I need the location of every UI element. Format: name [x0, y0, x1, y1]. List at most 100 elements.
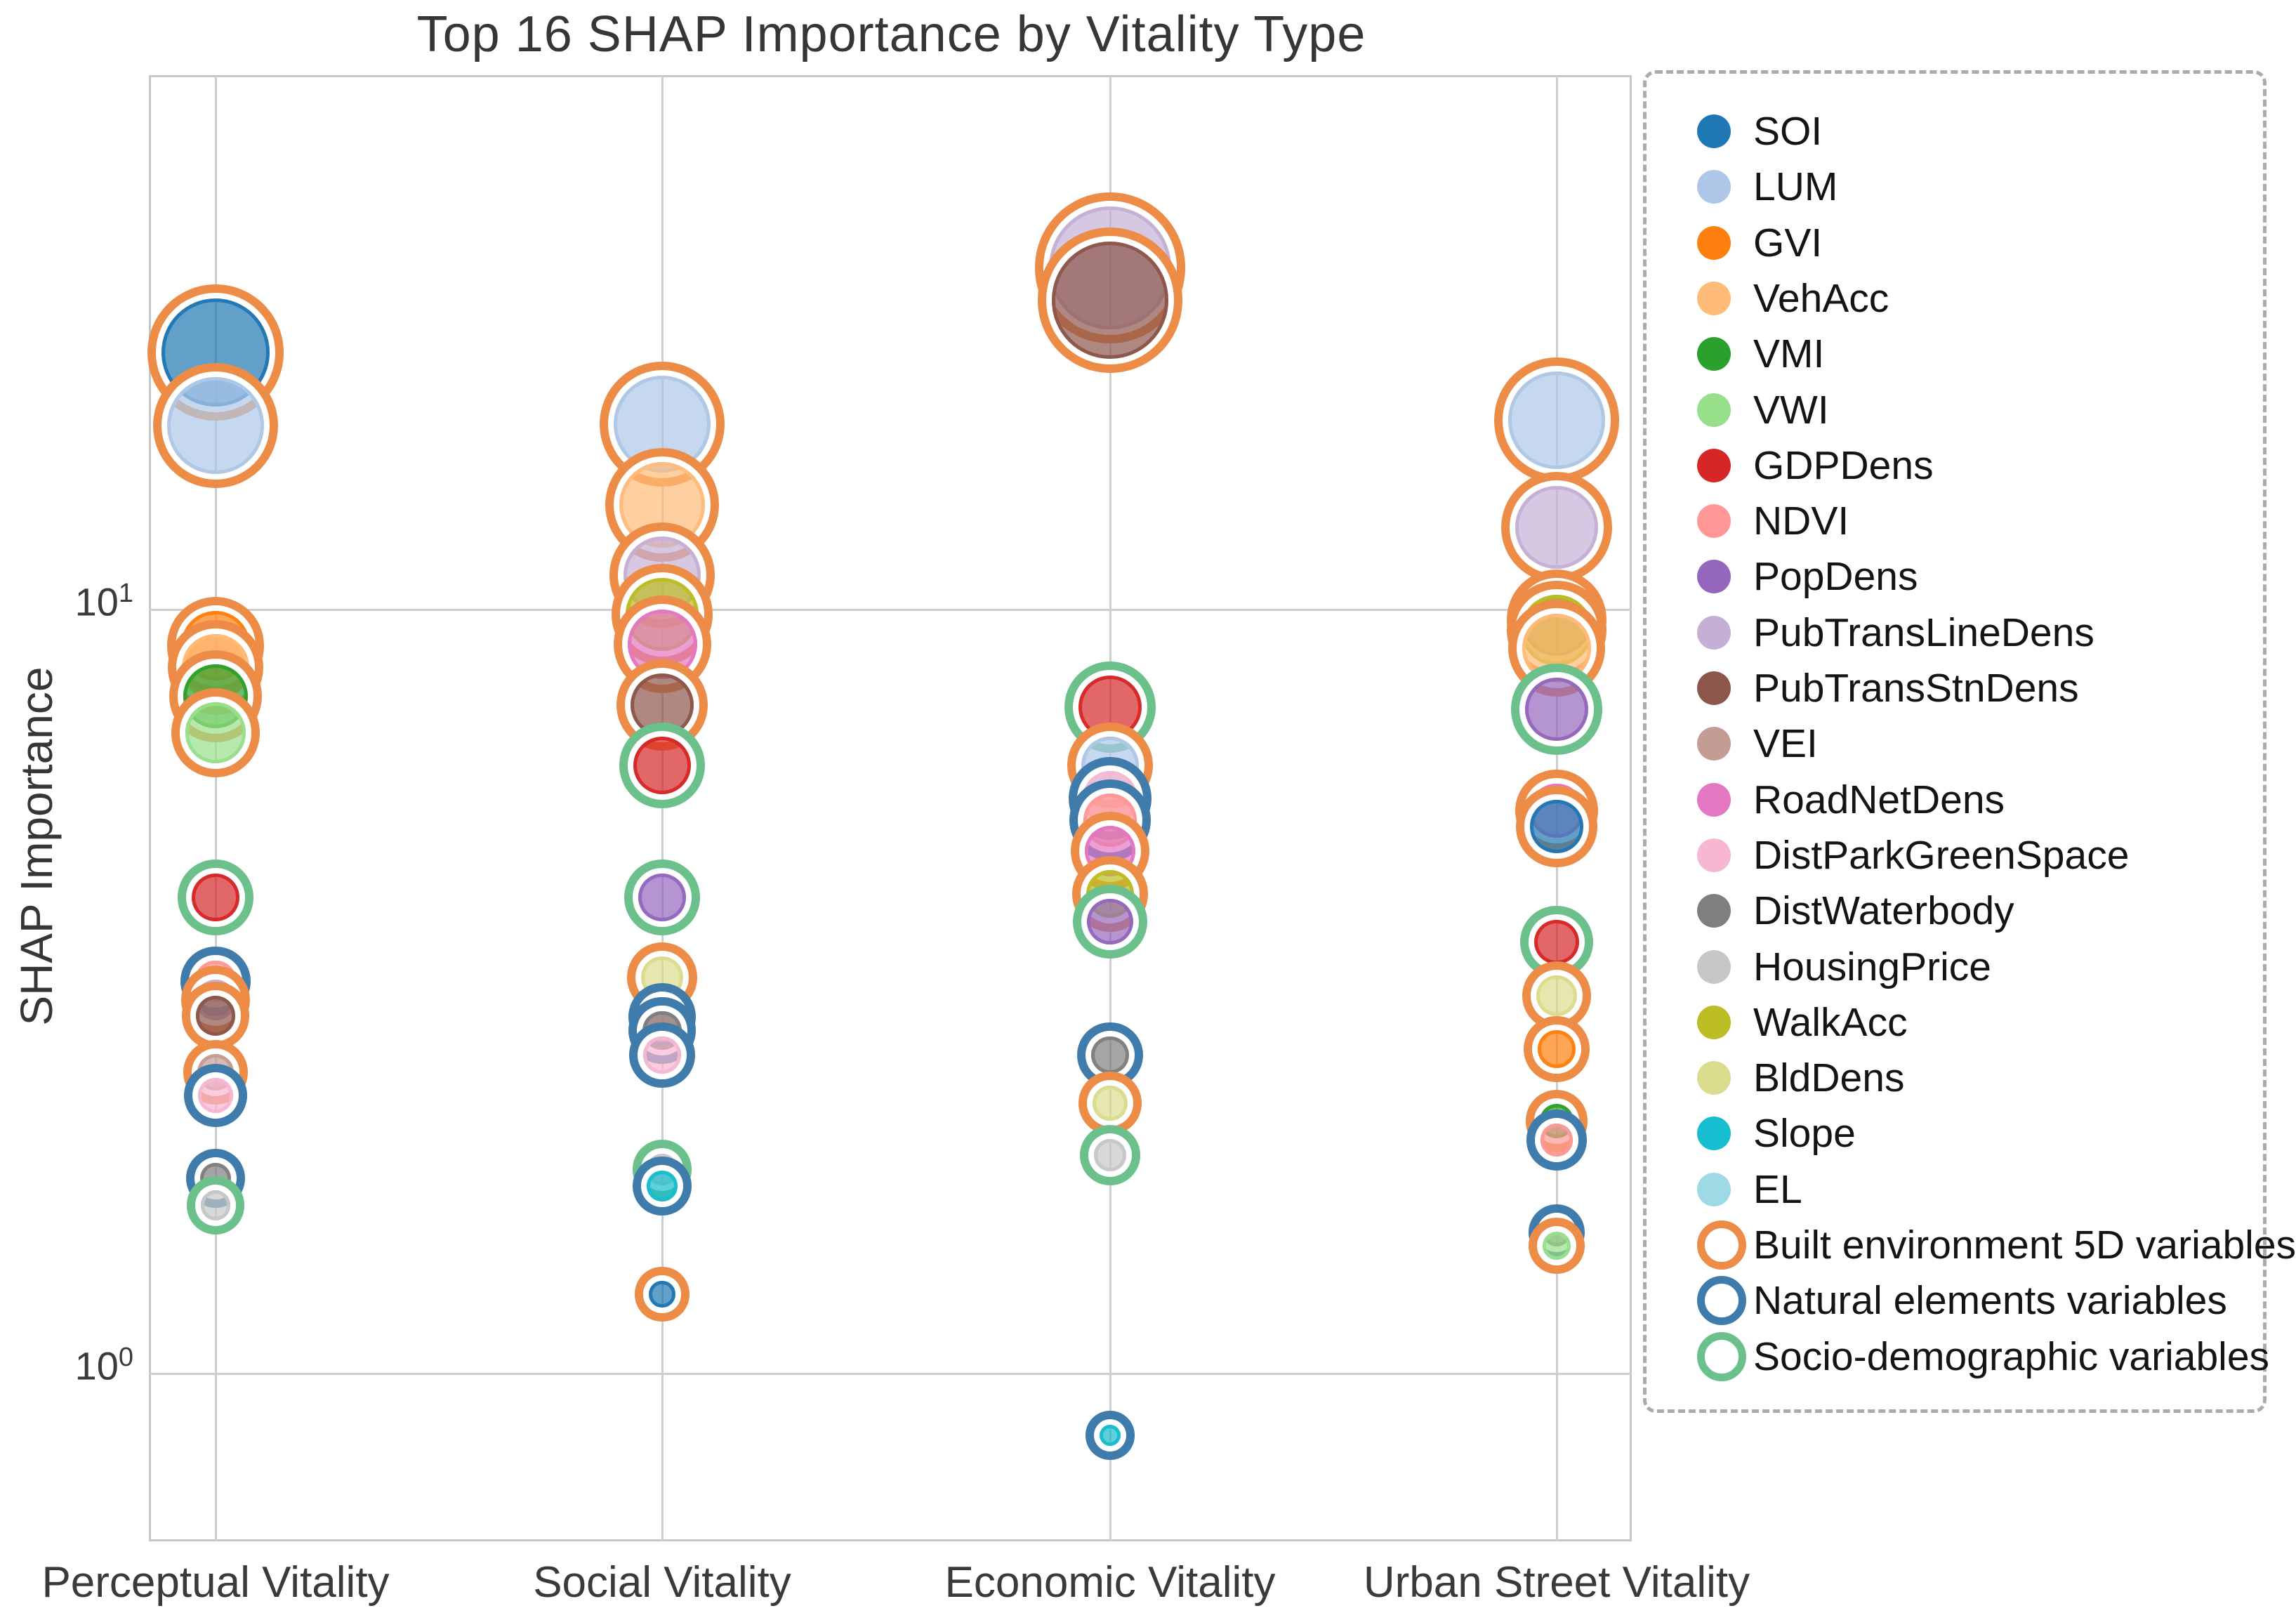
legend-label: DistWaterbody	[1753, 888, 2014, 934]
bubble-VehAcc	[619, 462, 706, 548]
legend-dot-icon	[1697, 393, 1731, 427]
gridline-vertical	[215, 75, 217, 1541]
legend-dot-icon	[1697, 1061, 1731, 1095]
bubble-GVI	[1538, 1029, 1576, 1068]
legend-label: PubTransLineDens	[1753, 610, 2094, 655]
legend-dot-icon	[1697, 114, 1731, 148]
legend-label: Natural elements variables	[1753, 1278, 2227, 1324]
legend-label: Socio-demographic variables	[1753, 1334, 2270, 1379]
bubble-PubTransStnDens	[630, 673, 694, 737]
legend-item: VehAcc	[1647, 270, 2263, 327]
bubble-PopDens	[638, 874, 686, 921]
legend-dot-icon	[1697, 560, 1731, 594]
x-tick-label: Economic Vitality	[944, 1558, 1276, 1607]
legend-item: Natural elements variables	[1647, 1272, 2263, 1329]
bubble-RoadNetDens	[1084, 825, 1136, 877]
legend-label: LUM	[1753, 164, 1838, 210]
legend-item: Socio-demographic variables	[1647, 1329, 2269, 1385]
bubble-HousingPrice	[1094, 1139, 1126, 1172]
legend-item: VEI	[1647, 716, 2263, 772]
legend-item: PopDens	[1647, 548, 2263, 605]
legend-label: EL	[1753, 1166, 1802, 1212]
y-axis-label: SHAP Importance	[11, 666, 62, 1026]
bubble-Slope	[647, 1170, 678, 1201]
bubble-BldDens	[1536, 975, 1578, 1017]
legend-dot-icon	[1697, 1005, 1731, 1039]
legend-item: Slope	[1647, 1105, 2263, 1161]
legend-item: DistWaterbody	[1647, 883, 2263, 939]
legend-item: VMI	[1647, 326, 2263, 382]
bubble-PopDens	[1525, 678, 1588, 742]
legend-dot-icon	[1697, 281, 1731, 315]
legend-label: GDPDens	[1753, 442, 1934, 488]
legend-label: VMI	[1753, 331, 1825, 377]
legend-item: HousingPrice	[1647, 939, 2263, 995]
bubble-GDPDens	[1534, 920, 1579, 965]
legend-label: DistParkGreenSpace	[1753, 832, 2130, 878]
bubble-VehAcc	[1522, 613, 1592, 683]
legend-item: DistParkGreenSpace	[1647, 827, 2263, 883]
bubble-LUM	[613, 375, 711, 473]
legend-item: EL	[1647, 1161, 2263, 1218]
legend-dot-icon	[1697, 170, 1731, 204]
chart-title: Top 16 SHAP Importance by Vitality Type	[416, 6, 1366, 62]
bubble-HousingPrice	[200, 1190, 231, 1220]
legend-item: NDVI	[1647, 493, 2263, 549]
legend-ring-icon	[1697, 1331, 1746, 1381]
bubble-BldDens	[641, 956, 683, 999]
y-tick-label: 101	[74, 579, 133, 624]
legend-dot-icon	[1697, 671, 1731, 705]
legend-label: Built environment 5D variables	[1753, 1223, 2296, 1268]
x-tick-label: Urban Street Vitality	[1363, 1558, 1750, 1607]
bubble-Slope	[1099, 1425, 1121, 1447]
legend-item: VWI	[1647, 382, 2263, 438]
legend-item: WalkAcc	[1647, 994, 2263, 1051]
bubble-LUM	[1507, 371, 1606, 469]
gridline-vertical	[661, 75, 664, 1541]
legend-dot-icon	[1697, 504, 1731, 539]
legend-item: SOI	[1647, 103, 2263, 159]
legend-item: PubTransStnDens	[1647, 660, 2263, 716]
legend-item: PubTransLineDens	[1647, 605, 2263, 661]
bubble-DistWaterbody	[1091, 1036, 1129, 1074]
legend-dot-icon	[1697, 894, 1731, 928]
legend-item: GVI	[1647, 215, 2263, 271]
legend-label: HousingPrice	[1753, 944, 1991, 989]
legend-ring-icon	[1697, 1276, 1746, 1326]
legend-dot-icon	[1697, 448, 1731, 482]
bubble-BldDens	[1093, 1085, 1128, 1121]
legend-label: WalkAcc	[1753, 999, 1908, 1045]
bubble-GDPDens	[1078, 676, 1142, 739]
plot-area	[149, 75, 1632, 1541]
bubble-DistParkGreenSpace	[197, 1078, 234, 1114]
bubble-VWI	[185, 702, 246, 763]
legend-dot-icon	[1697, 949, 1731, 984]
legend-label: VEI	[1753, 721, 1818, 767]
legend-dot-icon	[1697, 1172, 1731, 1206]
legend-dot-icon	[1697, 782, 1731, 817]
legend-box: SOI LUM GVI VehAcc VMI VWI GDPDens NDVI PopDens P…	[1643, 70, 2296, 1413]
bubble-PubTransStnDens	[1051, 242, 1169, 359]
legend-dot-icon	[1697, 1117, 1731, 1151]
bubble-NDVI	[1540, 1124, 1573, 1157]
bubble-VWI	[1542, 1231, 1571, 1260]
legend-item: Built environment 5D variables	[1647, 1217, 2296, 1273]
gridline-horizontal	[149, 1373, 1632, 1375]
bubble-DistParkGreenSpace	[643, 1036, 681, 1074]
x-tick-label: Perceptual Vitality	[41, 1558, 390, 1607]
bubble-PopDens	[1087, 899, 1133, 945]
legend-label: PubTransStnDens	[1753, 666, 2079, 711]
legend-label: RoadNetDens	[1753, 777, 2005, 822]
legend-dot-icon	[1697, 727, 1731, 761]
legend-item: BldDens	[1647, 1050, 2263, 1106]
gridline-horizontal	[149, 609, 1632, 611]
legend-ring-icon	[1697, 1220, 1746, 1270]
legend-label: NDVI	[1753, 499, 1849, 544]
bubble-RoadNetDens	[627, 610, 697, 680]
legend-dot-icon	[1697, 225, 1731, 260]
legend-label: BldDens	[1753, 1055, 1905, 1101]
bubble-LUM	[167, 377, 264, 475]
bubble-GDPDens	[192, 874, 239, 921]
legend-item: GDPDens	[1647, 437, 2263, 494]
